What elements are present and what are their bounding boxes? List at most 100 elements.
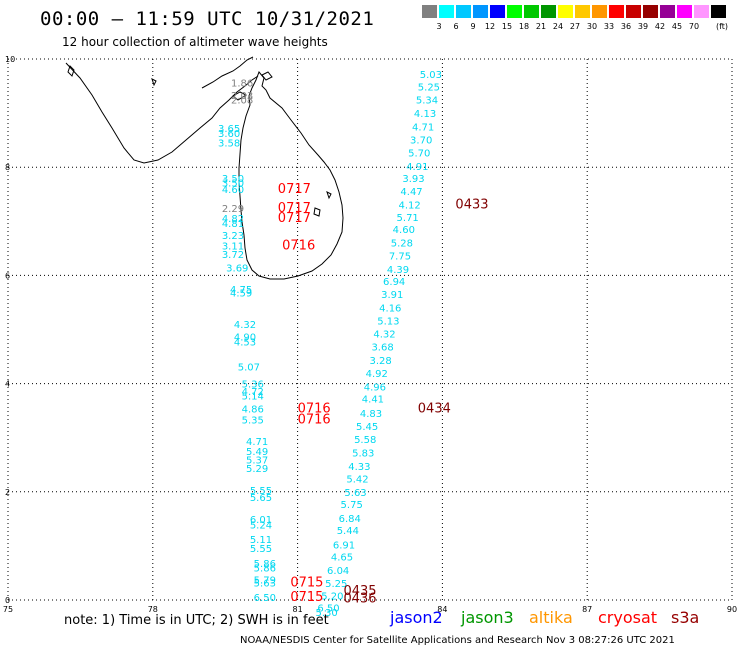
scale-swatch — [558, 5, 573, 18]
swh-value-label: 3.50 — [222, 174, 244, 185]
swh-value-label: 4.60 — [222, 185, 244, 196]
sri-lanka-lake-1 — [313, 207, 321, 217]
scale-swatch — [643, 5, 658, 18]
time-labels: 0717071707170716071607160433043407150715… — [278, 182, 489, 607]
scale-label: 15 — [501, 22, 513, 31]
lon-tick-label: 81 — [293, 605, 303, 614]
scale-swatch — [626, 5, 641, 18]
swh-value-label: 4.82 — [222, 214, 244, 225]
satellite-jason2: jason2 — [390, 608, 443, 627]
scale-swatch — [711, 5, 726, 18]
swh-value-label: 5.14 — [242, 392, 264, 403]
swh-value-label: 6.50 — [254, 593, 276, 604]
swh-value-label: 4.12 — [398, 201, 420, 212]
swh-value-label: 5.55 — [250, 486, 272, 497]
swh-value-label: 4.32 — [234, 320, 256, 331]
scale-label: 39 — [637, 22, 649, 31]
scale-swatch — [439, 5, 454, 18]
scale-swatch — [677, 5, 692, 18]
swh-value-label: 4.90 — [234, 333, 256, 344]
swh-value-label: 4.41 — [362, 395, 384, 406]
swh-value-label: 5.70 — [408, 149, 430, 160]
time-label: 0433 — [455, 198, 488, 213]
swh-value-label: 6.04 — [327, 566, 349, 577]
swh-value-label: 6.84 — [339, 514, 361, 525]
lon-tick-label: 75 — [3, 605, 13, 614]
swh-value-label: 3.60 — [218, 129, 240, 140]
time-label: 0717 — [278, 201, 311, 216]
lon-tick-label: 78 — [148, 605, 158, 614]
swh-value-label: 3.72 — [222, 250, 244, 261]
swh-value-label: 4.13 — [414, 109, 436, 120]
north-island — [261, 71, 273, 81]
swh-value-label: 5.25 — [418, 83, 440, 94]
swh-value-label: 3.68 — [371, 342, 393, 353]
swh-value-label: 5.45 — [356, 422, 378, 433]
scale-label: 27 — [569, 22, 581, 31]
scale-label: 21 — [535, 22, 547, 31]
swh-value-label: 3.91 — [381, 290, 403, 301]
lon-tick-label: 90 — [727, 605, 737, 614]
swh-value-label: 5.75 — [341, 500, 363, 511]
lat-tick-label: 2 — [5, 488, 10, 497]
swh-value-label: 4.16 — [379, 303, 401, 314]
swh-value-label: 4.92 — [366, 369, 388, 380]
scale-swatch — [592, 5, 607, 18]
swh-value-label: 5.25 — [325, 579, 347, 590]
swh-value-label: 7.75 — [389, 251, 411, 262]
scale-label: 6 — [453, 22, 459, 31]
swh-value-label: 5.35 — [242, 415, 264, 426]
swh-value-label: 5.65 — [250, 493, 272, 504]
swh-value-label: 4.65 — [331, 553, 353, 564]
lat-tick-label: 4 — [5, 380, 10, 389]
time-label: 0435 — [343, 584, 376, 599]
swh-value-label: 2.08 — [231, 96, 253, 107]
swh-labels: 1.862.032.083.653.603.583.503.504.602.29… — [218, 70, 442, 619]
time-label: 0717 — [278, 182, 311, 197]
satellite-s3a: s3a — [671, 608, 700, 627]
swh-value-label: 4.96 — [364, 382, 386, 393]
axis-ticks: 75 78 81 84 87 90 0 2 4 6 8 10 — [3, 55, 737, 614]
swh-value-label: 3.70 — [410, 136, 432, 147]
satellite-jason3: jason3 — [461, 608, 514, 627]
time-label: 0434 — [418, 401, 451, 416]
swh-value-label: 3.28 — [370, 356, 392, 367]
swh-value-label: 5.42 — [346, 474, 368, 485]
swh-value-label: 2.29 — [222, 204, 244, 215]
lat-tick-label: 0 — [5, 596, 10, 605]
india-coast-east — [201, 56, 254, 89]
scale-label: 45 — [671, 22, 683, 31]
swh-value-label: 3.58 — [218, 138, 240, 149]
lon-tick-label: 84 — [437, 605, 447, 614]
scale-swatch — [473, 5, 488, 18]
time-label: 0716 — [298, 401, 331, 416]
scale-label: 36 — [620, 22, 632, 31]
swh-value-label: 6.50 — [317, 604, 339, 615]
swh-value-label: 6.01 — [250, 515, 272, 526]
swh-value-label: 4.72 — [242, 387, 264, 398]
scale-label: 12 — [484, 22, 496, 31]
lon-tick-label: 87 — [582, 605, 592, 614]
scale-swatch — [524, 5, 539, 18]
swh-value-label: 5.86 — [254, 559, 276, 570]
swh-value-label: 5.55 — [250, 544, 272, 555]
swh-value-label: 5.79 — [254, 575, 276, 586]
swh-value-label: 6.91 — [333, 540, 355, 551]
time-label: 0436 — [343, 591, 376, 606]
scale-swatch — [507, 5, 522, 18]
footer-note: note: 1) Time is in UTC; 2) SWH is in fe… — [64, 613, 329, 628]
swh-value-label: 5.11 — [250, 535, 272, 546]
swh-value-label: 5.83 — [352, 448, 374, 459]
swh-value-label: 4.86 — [242, 404, 264, 415]
swh-value-label: 1.86 — [231, 78, 253, 89]
satellite-altika: altika — [529, 608, 573, 627]
scale-swatch — [490, 5, 505, 18]
swh-value-label: 5.13 — [377, 316, 399, 327]
swh-value-label: 5.58 — [354, 435, 376, 446]
swh-value-label: 5.30 — [315, 608, 337, 619]
page-title: 00:00 – 11:59 UTC 10/31/2021 — [40, 8, 375, 30]
scale-swatch — [541, 5, 556, 18]
scale-label: 42 — [654, 22, 666, 31]
swh-value-label: 3.23 — [222, 231, 244, 242]
